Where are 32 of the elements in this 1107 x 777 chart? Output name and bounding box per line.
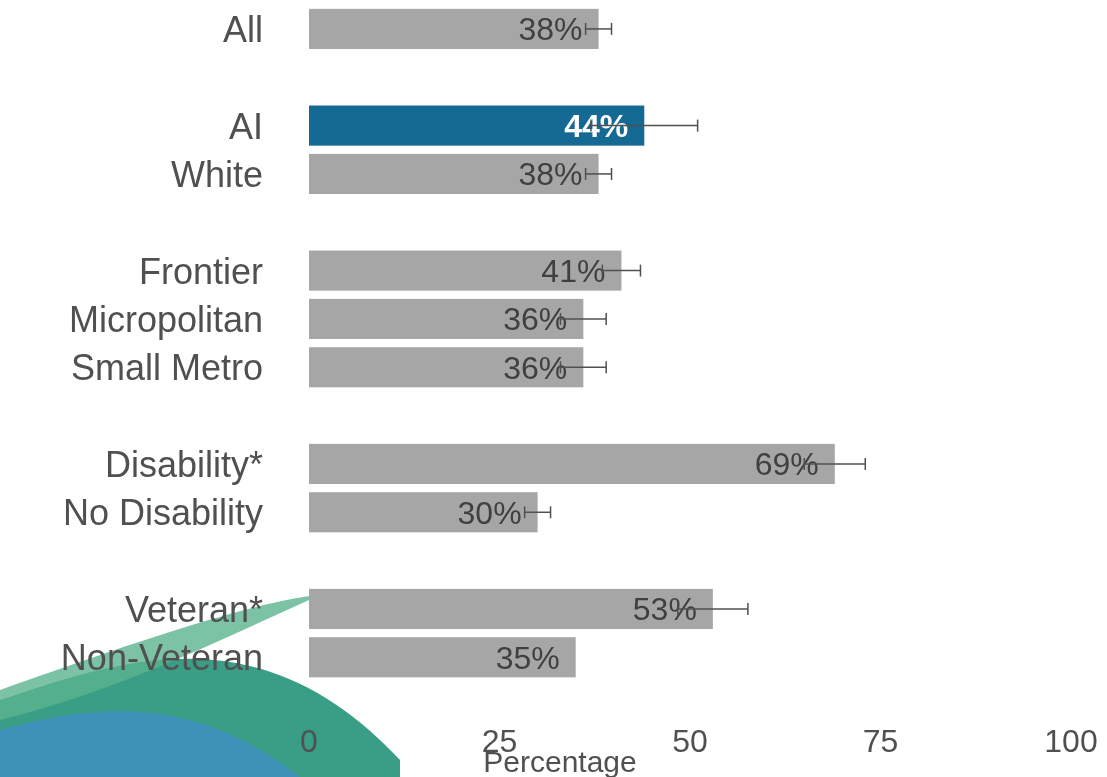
- bar: [309, 298, 584, 339]
- y-tick-label: All: [222, 8, 263, 50]
- bar: [309, 492, 538, 533]
- y-tick-label: Non-Veteran: [60, 637, 263, 679]
- bar: [309, 8, 599, 49]
- bar: [309, 153, 599, 194]
- bar: [309, 105, 645, 146]
- y-tick-label: AI: [228, 105, 263, 147]
- y-tick-label: No Disability: [62, 492, 263, 534]
- data-label: 30%: [457, 494, 522, 531]
- bar: [309, 443, 835, 484]
- y-tick-label: Frontier: [138, 250, 264, 292]
- bar: [309, 250, 622, 291]
- data-label: 35%: [495, 639, 560, 676]
- x-tick-label: 0: [300, 723, 318, 759]
- data-label: 69%: [754, 446, 819, 483]
- x-tick-label: 75: [862, 723, 899, 759]
- data-label: 41%: [541, 253, 606, 290]
- data-label: 36%: [503, 349, 568, 386]
- bar: [309, 347, 584, 388]
- x-tick-label: 50: [672, 723, 708, 759]
- data-label: 38%: [518, 156, 583, 193]
- y-tick-label: Disability*: [104, 443, 263, 485]
- data-label: 36%: [503, 301, 568, 338]
- y-tick-label: White: [170, 153, 263, 195]
- y-tick-label: Veteran*: [124, 588, 263, 630]
- x-tick-label: 100: [1044, 723, 1098, 759]
- data-label: 44%: [564, 108, 629, 145]
- data-label: 38%: [518, 11, 583, 48]
- data-label: 53%: [632, 591, 697, 628]
- y-tick-label: Micropolitan: [68, 298, 263, 340]
- y-tick-label: Small Metro: [70, 347, 263, 389]
